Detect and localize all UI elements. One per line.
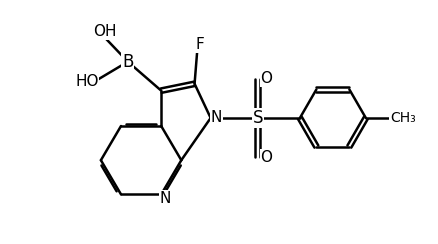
Text: HO: HO (75, 74, 99, 89)
Text: F: F (194, 37, 203, 52)
Text: N: N (159, 191, 170, 206)
Text: S: S (252, 109, 262, 127)
Text: B: B (122, 53, 133, 71)
Text: CH₃: CH₃ (389, 111, 415, 125)
Text: O: O (260, 150, 272, 165)
Text: O: O (260, 71, 272, 86)
Text: OH: OH (93, 24, 117, 39)
Text: N: N (210, 111, 222, 125)
